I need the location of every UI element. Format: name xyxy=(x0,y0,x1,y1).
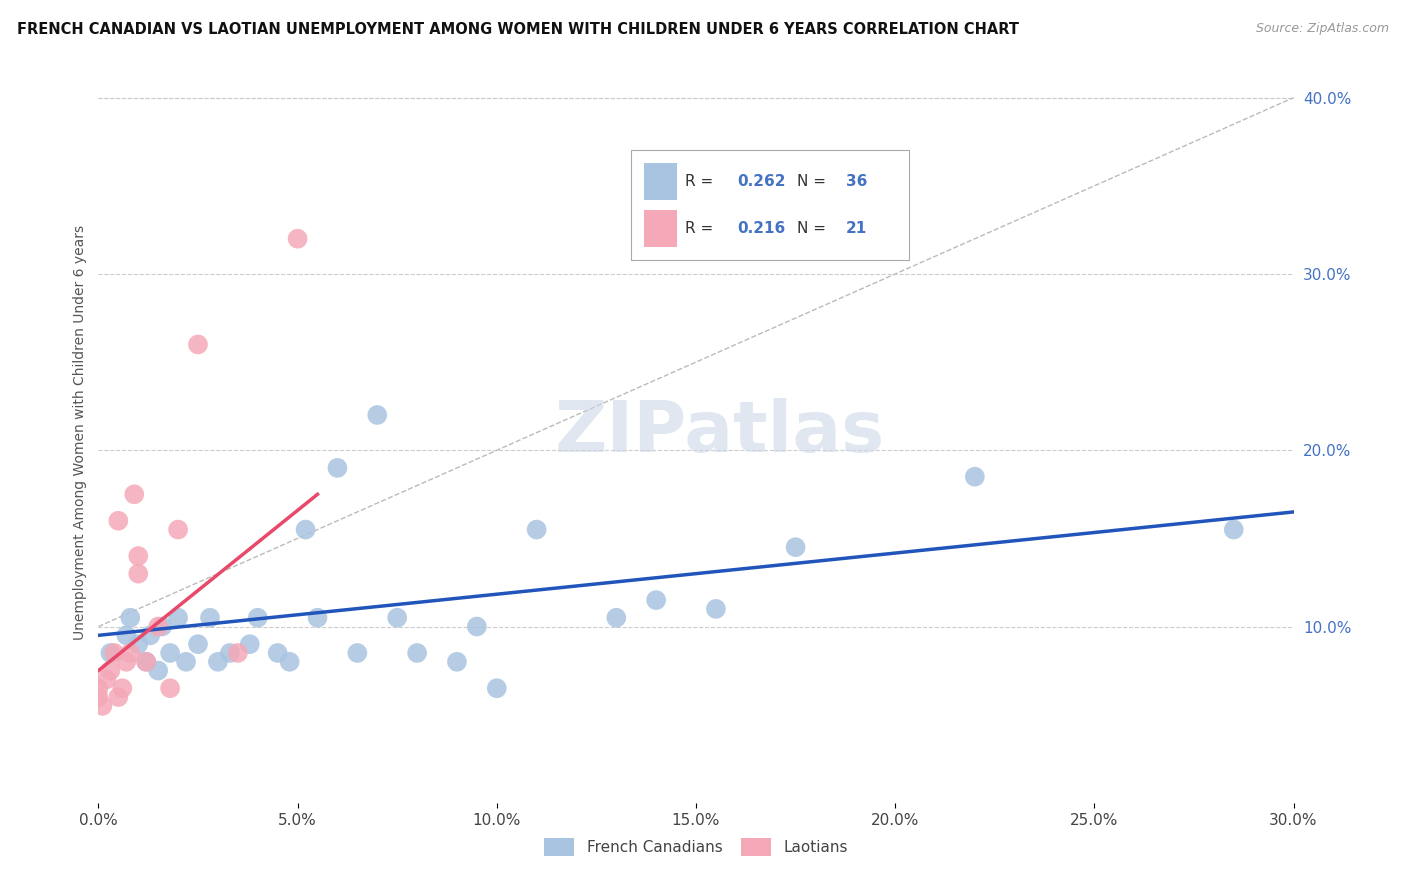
Point xyxy=(115,628,138,642)
Point xyxy=(98,646,122,660)
Point xyxy=(446,655,468,669)
Point xyxy=(385,610,409,624)
Point xyxy=(167,610,190,624)
Point xyxy=(963,469,986,483)
Legend: French Canadians, Laotians: French Canadians, Laotians xyxy=(537,832,855,862)
Point xyxy=(107,514,129,528)
Point xyxy=(278,655,301,669)
Text: R =: R = xyxy=(685,221,718,235)
Point xyxy=(139,628,162,642)
Point xyxy=(485,681,508,696)
Y-axis label: Unemployment Among Women with Children Under 6 years: Unemployment Among Women with Children U… xyxy=(73,225,87,640)
Point xyxy=(366,408,388,422)
Point xyxy=(326,461,349,475)
Point xyxy=(111,681,134,696)
Point xyxy=(127,637,149,651)
Point xyxy=(91,698,114,713)
Point xyxy=(187,337,209,351)
Point xyxy=(98,664,122,678)
Point xyxy=(135,655,157,669)
Text: ZIPatlas: ZIPatlas xyxy=(555,398,884,467)
Point xyxy=(226,646,249,660)
Point xyxy=(120,646,142,660)
Text: 0.216: 0.216 xyxy=(737,221,785,235)
Text: N =: N = xyxy=(797,221,831,235)
Point xyxy=(239,637,262,651)
Text: Source: ZipAtlas.com: Source: ZipAtlas.com xyxy=(1256,22,1389,36)
Text: N =: N = xyxy=(797,174,831,189)
Point xyxy=(704,602,727,616)
Point xyxy=(246,610,269,624)
Point xyxy=(150,619,173,633)
Point xyxy=(120,610,142,624)
Point xyxy=(605,610,627,624)
Point xyxy=(167,523,190,537)
Point xyxy=(198,610,221,624)
Point xyxy=(107,690,129,704)
Point xyxy=(174,655,197,669)
Point xyxy=(406,646,429,660)
Point xyxy=(124,487,146,501)
Point xyxy=(294,523,316,537)
Point xyxy=(115,655,138,669)
Point xyxy=(148,619,170,633)
Point xyxy=(267,646,290,660)
Point xyxy=(1223,523,1246,537)
Point xyxy=(127,549,149,563)
Point xyxy=(103,646,125,660)
Point xyxy=(148,664,170,678)
Point xyxy=(207,655,229,669)
Text: 0.262: 0.262 xyxy=(737,174,786,189)
Point xyxy=(159,681,181,696)
Point xyxy=(526,523,548,537)
Point xyxy=(87,681,110,696)
Point xyxy=(127,566,149,581)
Text: 36: 36 xyxy=(846,174,868,189)
Point xyxy=(307,610,329,624)
Text: FRENCH CANADIAN VS LAOTIAN UNEMPLOYMENT AMONG WOMEN WITH CHILDREN UNDER 6 YEARS : FRENCH CANADIAN VS LAOTIAN UNEMPLOYMENT … xyxy=(17,22,1019,37)
Point xyxy=(187,637,209,651)
Point xyxy=(645,593,668,607)
Text: 21: 21 xyxy=(846,221,868,235)
Point xyxy=(219,646,242,660)
Point xyxy=(465,619,488,633)
Point xyxy=(96,673,118,687)
Point xyxy=(785,540,807,554)
Point xyxy=(135,655,157,669)
Point xyxy=(287,232,309,246)
Point xyxy=(159,646,181,660)
Point xyxy=(346,646,368,660)
Point xyxy=(87,690,110,704)
Text: R =: R = xyxy=(685,174,718,189)
